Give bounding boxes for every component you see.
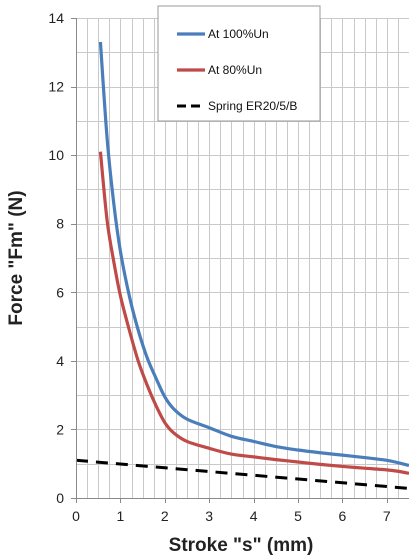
legend-box <box>157 5 321 122</box>
y-tick-label: 0 <box>56 490 64 506</box>
series-line-1 <box>98 41 409 467</box>
series-line-3 <box>75 458 409 490</box>
series-lines <box>75 41 409 490</box>
y-tick-label: 12 <box>48 79 64 95</box>
x-tick-label: 2 <box>161 508 169 524</box>
y-tick-label: 6 <box>56 284 64 300</box>
y-tick-label: 10 <box>48 147 64 163</box>
x-tick-label: 5 <box>294 508 302 524</box>
y-tick-label: 2 <box>56 421 64 437</box>
axes <box>71 18 409 503</box>
x-tick-label: 7 <box>383 508 391 524</box>
x-tick-label: 1 <box>117 508 125 524</box>
legend-label-3: Spring ER20/5/B <box>208 99 297 113</box>
legend: At 100%Un At 80%Un Spring ER20/5/B <box>157 5 321 122</box>
series-line-2 <box>98 151 409 475</box>
x-tick-label: 0 <box>72 508 80 524</box>
y-tick-label: 4 <box>56 353 64 369</box>
legend-label-2: At 80%Un <box>208 63 262 77</box>
legend-label-1: At 100%Un <box>208 27 269 41</box>
x-tick-label: 3 <box>205 508 213 524</box>
y-tick-label: 14 <box>48 10 64 26</box>
x-tick-label: 4 <box>250 508 258 524</box>
y-tick-label: 8 <box>56 216 64 232</box>
x-tick-label: 6 <box>339 508 347 524</box>
x-axis-title: Stroke "s" (mm) <box>169 535 314 556</box>
y-axis-title: Force "Fm" (N) <box>6 190 27 325</box>
